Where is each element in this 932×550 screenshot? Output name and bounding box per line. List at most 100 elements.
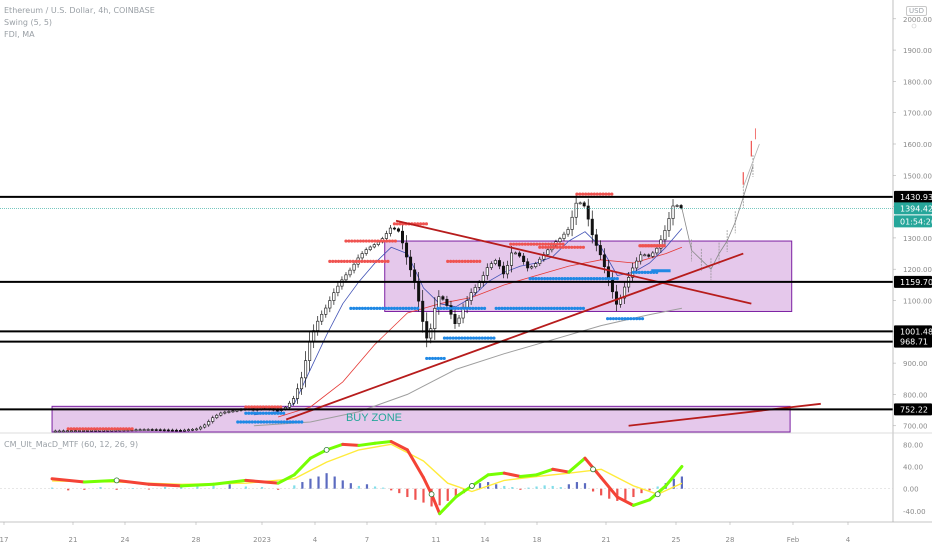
price-tick-label: 900.00 — [903, 360, 928, 368]
swing-high-marker — [66, 427, 70, 431]
swing-low-marker — [288, 420, 292, 424]
swing-high-marker — [276, 405, 280, 409]
swing-high-marker — [270, 405, 274, 409]
swing-high-marker — [350, 239, 354, 243]
candle-body — [154, 429, 158, 431]
swing-high-marker — [610, 192, 614, 196]
candle-body — [191, 429, 195, 431]
candle-body — [489, 263, 493, 268]
purple-zone-1 — [51, 405, 791, 433]
macd-line-segment — [446, 495, 458, 507]
swing-low-marker — [448, 336, 452, 340]
swing-low-marker — [445, 336, 450, 340]
macd-histogram-bar — [390, 488, 393, 491]
candle-body — [78, 430, 82, 432]
candle-body — [409, 256, 413, 271]
candle-body — [73, 430, 77, 432]
swing-low-marker — [523, 306, 527, 310]
swing-low-marker — [566, 277, 570, 281]
candle-body — [170, 429, 174, 432]
swing-low-marker — [564, 306, 568, 310]
swing-low-marker — [598, 277, 602, 281]
candle-body — [320, 313, 324, 322]
swing-low-marker — [445, 306, 449, 310]
candle-body — [223, 411, 227, 414]
candle-body — [86, 430, 90, 432]
swing-high-marker — [252, 405, 257, 409]
swing-high-marker — [416, 222, 420, 226]
level-label-4: 1001.48 — [900, 327, 932, 336]
macd-cross-marker — [113, 477, 120, 484]
swing-low-marker — [369, 306, 373, 310]
candle-body — [421, 300, 425, 322]
swing-low-marker — [480, 306, 484, 310]
candle-body — [534, 263, 538, 268]
swing-high-marker — [255, 405, 260, 409]
macd-histogram-bar — [559, 487, 562, 489]
swing-low-marker — [606, 317, 610, 321]
macd-histogram-bar — [325, 473, 328, 489]
swing-low-marker — [352, 306, 356, 310]
swing-high-marker — [526, 242, 530, 246]
swing-low-marker — [615, 277, 619, 281]
swing-high-marker — [78, 427, 82, 431]
swing-low-marker — [482, 306, 487, 310]
swing-low-marker — [276, 420, 281, 424]
swing-high-marker — [581, 245, 585, 249]
candle-body — [211, 417, 215, 422]
swing-low-marker — [273, 411, 277, 415]
swing-high-marker — [342, 259, 346, 263]
swing-low-marker — [617, 317, 621, 321]
currency-scale-badge[interactable]: USD — [906, 6, 927, 16]
swing-high-marker — [361, 239, 366, 243]
candle-body — [667, 218, 671, 231]
macd-line-segment — [357, 441, 377, 447]
candle-body — [558, 238, 562, 242]
macd-line-segment — [115, 478, 151, 486]
candle-body — [675, 205, 679, 207]
swing-low-marker — [392, 306, 397, 310]
swing-low-marker — [643, 270, 647, 274]
candle-body — [679, 205, 683, 209]
swing-high-marker — [398, 222, 402, 226]
swing-low-marker — [554, 277, 558, 281]
time-tick-label: 7 — [365, 536, 369, 544]
swing-high-marker — [264, 405, 268, 409]
swing-low-marker — [551, 277, 555, 281]
swing-high-marker — [69, 427, 73, 431]
swing-high-marker — [383, 259, 387, 263]
swing-low-marker — [572, 277, 576, 281]
candle-body — [227, 411, 231, 413]
candle-body — [134, 429, 138, 432]
swing-low-marker — [239, 420, 243, 424]
macd-legend: CM_Ult_MacD_MTF (60, 12, 26, 9) — [4, 440, 139, 449]
time-tick-label: 18 — [533, 536, 542, 544]
swing-low-marker — [534, 277, 538, 281]
swing-low-marker — [273, 420, 278, 424]
level-label-2: 01:54:26 — [900, 217, 932, 226]
swing-low-marker — [401, 306, 405, 310]
macd-histogram-bar — [277, 488, 280, 490]
candle-body — [477, 282, 481, 288]
macd-line-segment — [518, 473, 539, 479]
price-tick-label: 1700.00 — [903, 110, 932, 118]
swing-low-marker — [360, 306, 365, 310]
candle-body — [61, 430, 65, 433]
macd-histogram-bar — [672, 478, 675, 489]
macd-histogram-bar — [99, 487, 102, 489]
swing-low-marker — [450, 306, 455, 310]
swing-high-marker — [380, 259, 384, 263]
macd-histogram-bar — [535, 486, 538, 489]
swing-high-marker — [331, 259, 335, 263]
macd-line-segment — [615, 495, 635, 507]
swing-low-marker — [532, 306, 536, 310]
swing-low-marker — [512, 306, 516, 310]
swing-high-marker — [107, 427, 111, 431]
swing-high-marker — [546, 242, 551, 246]
swing-low-marker — [355, 306, 359, 310]
swing-high-marker — [581, 192, 585, 196]
level-label-1: 1394.42 — [900, 204, 932, 213]
candle-body — [590, 218, 594, 236]
candle-body — [300, 377, 304, 390]
